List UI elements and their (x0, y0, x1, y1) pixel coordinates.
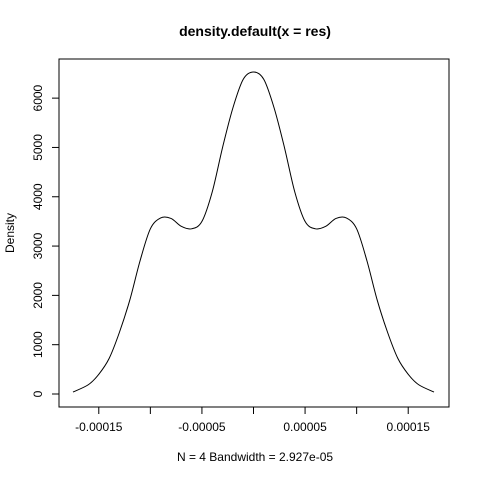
y-tick-label: 2000 (31, 282, 45, 309)
density-curve (72, 71, 435, 393)
chart-title: density.default(x = res) (179, 23, 331, 39)
y-tick-label: 3000 (31, 232, 45, 259)
y-tick-label: 4000 (31, 183, 45, 210)
x-axis: -0.00015 -0.00005 0.00005 0.00015 (75, 406, 431, 434)
y-tick-label: 5000 (31, 134, 45, 161)
x-tick-label: 0.00015 (387, 420, 431, 434)
y-axis-label: Density (3, 213, 17, 253)
x-tick-label: -0.00015 (75, 420, 123, 434)
y-axis: 0 1000 2000 3000 4000 5000 6000 (31, 84, 60, 397)
x-tick-label: 0.00005 (283, 420, 327, 434)
y-tick-label: 6000 (31, 84, 45, 111)
y-tick-label: 0 (31, 390, 45, 397)
x-tick-label: -0.00005 (178, 420, 226, 434)
x-axis-label: N = 4 Bandwidth = 2.927e-05 (177, 450, 333, 464)
plot-frame (58, 58, 450, 408)
y-tick-label: 1000 (31, 331, 45, 358)
